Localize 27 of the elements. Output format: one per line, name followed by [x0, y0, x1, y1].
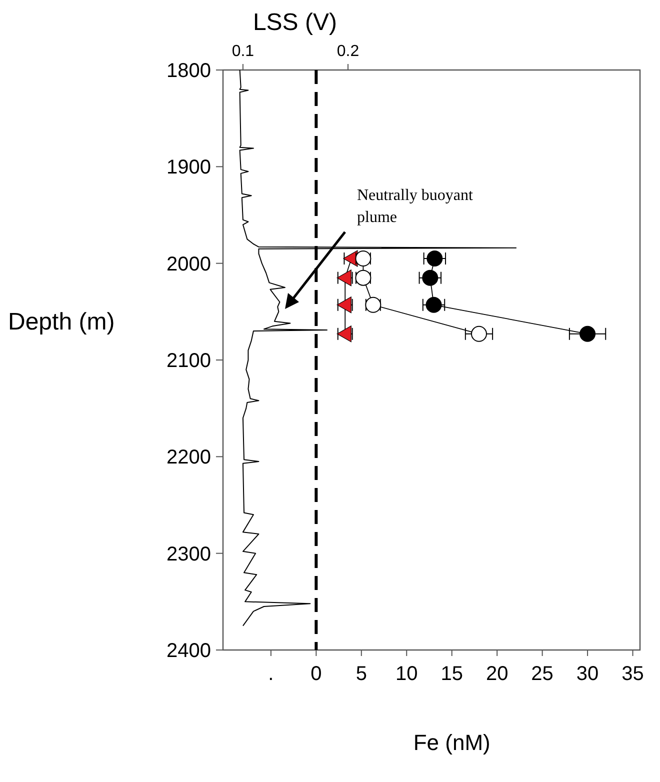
y-tick-label: 1800 — [166, 60, 211, 82]
y-axis-title: Depth (m) — [8, 308, 115, 336]
x2-axis-title: LSS (V) — [252, 9, 337, 36]
point — [580, 326, 596, 342]
point — [422, 270, 438, 286]
y-tick-label: 2400 — [166, 640, 211, 662]
x-tick-label: 25 — [531, 663, 554, 685]
x2-tick-label: 0.2 — [336, 43, 360, 60]
x2-tick-label: 0.1 — [232, 43, 254, 60]
x-tick-label: 5 — [356, 663, 367, 685]
y-tick-label: 2000 — [166, 253, 211, 276]
annotation: Neutrally buoyant plume — [357, 187, 474, 226]
y-tick-label: 2200 — [166, 446, 211, 469]
x-tick-label: 0 — [310, 663, 322, 685]
point — [426, 296, 442, 313]
x-tick-label: 35 — [622, 663, 644, 685]
x-tick-label: 15 — [440, 663, 463, 685]
point — [426, 250, 443, 266]
x-axis-title: Fe (nM) — [413, 730, 490, 755]
x-tick-label: . — [268, 663, 274, 685]
x-tick-label: 20 — [486, 663, 508, 685]
x-tick-label: 30 — [576, 663, 599, 685]
x-tick-label: 10 — [396, 663, 418, 685]
y-tick-label: 1900 — [166, 156, 211, 179]
y-tick-label: 2300 — [166, 543, 211, 566]
point — [470, 326, 487, 342]
y-tick-label: 2100 — [166, 350, 211, 372]
